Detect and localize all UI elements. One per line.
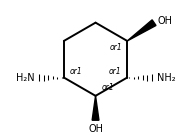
Text: OH: OH	[158, 16, 173, 26]
Text: or1: or1	[101, 83, 114, 92]
Text: or1: or1	[109, 67, 121, 76]
Text: or1: or1	[70, 67, 82, 76]
Polygon shape	[127, 20, 156, 41]
Text: OH: OH	[88, 124, 103, 134]
Text: H₂N: H₂N	[16, 73, 35, 83]
Text: or1: or1	[110, 43, 123, 52]
Polygon shape	[92, 96, 99, 120]
Text: NH₂: NH₂	[157, 73, 175, 83]
